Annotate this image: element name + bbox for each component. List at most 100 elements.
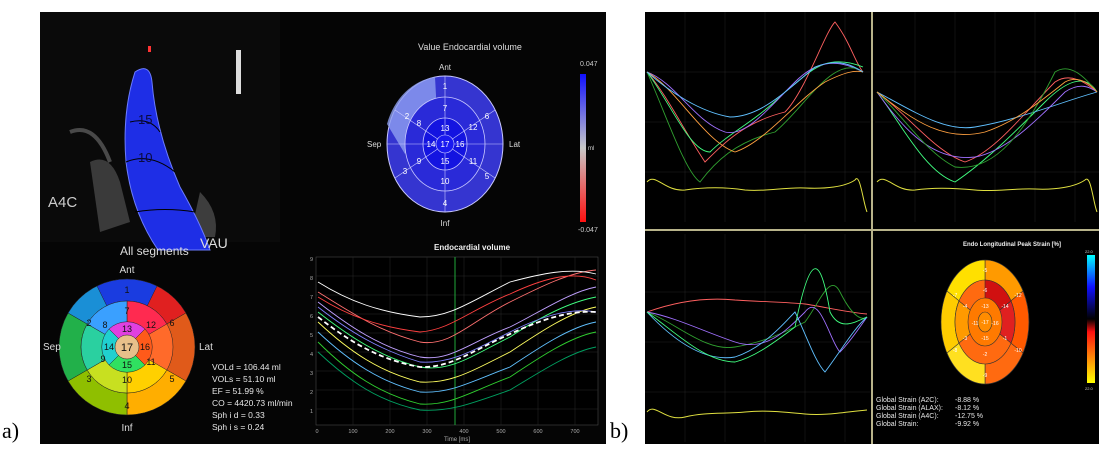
svg-text:7: 7 xyxy=(443,104,448,113)
svg-text:15: 15 xyxy=(138,112,152,127)
svg-text:Global Strain (A4C):: Global Strain (A4C): xyxy=(876,413,939,420)
svg-text:3: 3 xyxy=(310,371,313,377)
svg-text:15: 15 xyxy=(122,360,132,370)
svg-text:Time [ms]: Time [ms] xyxy=(444,437,470,443)
svg-text:6: 6 xyxy=(310,314,313,320)
svg-text:2: 2 xyxy=(310,390,313,396)
svg-text:600: 600 xyxy=(533,429,542,435)
svg-text:3: 3 xyxy=(403,167,408,176)
svg-text:4: 4 xyxy=(443,199,448,208)
svg-text:3: 3 xyxy=(86,374,91,384)
svg-text:10: 10 xyxy=(122,375,132,385)
svg-text:2: 2 xyxy=(86,318,91,328)
svg-text:Ant: Ant xyxy=(119,265,134,276)
svg-text:-6: -6 xyxy=(983,288,988,294)
svg-text:-8.12 %: -8.12 % xyxy=(955,405,979,412)
svg-text:-10: -10 xyxy=(1014,348,1021,354)
svg-text:8: 8 xyxy=(310,276,313,282)
svg-text:22.0: 22.0 xyxy=(1085,386,1094,391)
svg-text:8: 8 xyxy=(417,119,422,128)
svg-text:-0.047: -0.047 xyxy=(578,227,598,234)
panel-b-strain-curves: Endo Longitudinal Peak Strain [%] -5 -7 … xyxy=(645,12,1099,444)
svg-text:-12: -12 xyxy=(1014,293,1021,299)
strain-curves-alax xyxy=(875,12,1099,222)
value-endocardial-bullseye: 1 2 3 4 5 6 7 8 9 10 11 12 13 14 15 16 1… xyxy=(367,63,521,228)
strain-bullseye: -5 -7 -8 -9 -10 -12 -6 -4 -3 -2 -1 -14 -… xyxy=(940,259,1030,385)
svg-text:14: 14 xyxy=(427,140,436,149)
strain-bullseye-panel: Endo Longitudinal Peak Strain [%] -5 -7 … xyxy=(876,242,1095,428)
svg-text:ml: ml xyxy=(588,146,594,152)
figure-label-a: a) xyxy=(2,418,20,443)
svg-text:-17: -17 xyxy=(981,320,988,326)
svg-text:0: 0 xyxy=(315,429,318,435)
svg-text:13: 13 xyxy=(122,324,132,334)
svg-text:-8.88 %: -8.88 % xyxy=(955,397,979,404)
svg-text:4: 4 xyxy=(310,352,313,358)
svg-text:16: 16 xyxy=(456,140,465,149)
all-segments-bullseye: 1 2 3 4 5 6 7 8 9 10 11 12 13 14 15 16 1… xyxy=(43,265,213,434)
svg-text:17: 17 xyxy=(441,140,450,149)
svg-text:7: 7 xyxy=(310,295,313,301)
svg-text:11: 11 xyxy=(146,357,155,367)
svg-text:Lat: Lat xyxy=(509,140,521,149)
svg-text:Lat: Lat xyxy=(199,342,213,353)
svg-text:10: 10 xyxy=(441,177,450,186)
svg-text:1: 1 xyxy=(310,409,313,415)
svg-text:-9.92 %: -9.92 % xyxy=(955,421,979,428)
svg-text:300: 300 xyxy=(422,429,431,435)
value-colorbar xyxy=(580,74,586,222)
svg-text:Sep: Sep xyxy=(367,140,382,149)
svg-text:-4: -4 xyxy=(963,304,968,310)
svg-text:Sep: Sep xyxy=(43,342,61,353)
svg-text:4: 4 xyxy=(124,401,129,411)
svg-text:15: 15 xyxy=(441,157,450,166)
svg-text:-7: -7 xyxy=(953,293,958,299)
value-map-title: Value Endocardial volume xyxy=(418,42,522,52)
svg-text:-1: -1 xyxy=(1003,336,1008,342)
bottom-cut-text: VAU xyxy=(200,235,228,251)
svg-text:5: 5 xyxy=(310,333,313,339)
svg-text:-16: -16 xyxy=(991,321,998,327)
svg-text:11: 11 xyxy=(469,157,478,166)
svg-text:9: 9 xyxy=(417,157,422,166)
svg-text:2: 2 xyxy=(405,112,410,121)
svg-text:6: 6 xyxy=(169,318,174,328)
svg-text:5: 5 xyxy=(169,374,174,384)
svg-text:Global Strain (ALAX):: Global Strain (ALAX): xyxy=(876,405,943,412)
svg-text:CO = 4420.73 ml/min: CO = 4420.73 ml/min xyxy=(212,398,293,408)
svg-text:-2: -2 xyxy=(983,352,988,358)
svg-text:-3: -3 xyxy=(963,336,968,342)
svg-text:-11: -11 xyxy=(972,321,979,327)
svg-text:200: 200 xyxy=(385,429,394,435)
svg-text:0.047: 0.047 xyxy=(580,61,598,68)
svg-text:14: 14 xyxy=(104,342,114,352)
volume-metrics: VOLd = 106.44 ml VOLs = 51.10 ml EF = 51… xyxy=(212,362,293,432)
svg-text:-13: -13 xyxy=(981,304,988,310)
svg-text:-5: -5 xyxy=(983,268,988,274)
svg-text:22.0: 22.0 xyxy=(1085,249,1094,254)
view-label: A4C xyxy=(48,194,77,211)
svg-text:Inf: Inf xyxy=(441,219,451,228)
svg-text:7: 7 xyxy=(124,306,129,316)
svg-text:16: 16 xyxy=(140,342,150,352)
svg-text:700: 700 xyxy=(570,429,579,435)
svg-text:8: 8 xyxy=(102,320,107,330)
figure-label-b: b) xyxy=(610,418,629,443)
panel-b-canvas: Endo Longitudinal Peak Strain [%] -5 -7 … xyxy=(645,12,1099,444)
svg-text:-15: -15 xyxy=(981,336,988,342)
panel-a-4d-lv-analysis: 15 10 A4C VAU All segments xyxy=(40,12,606,444)
strain-colorbar xyxy=(1087,255,1095,383)
svg-text:9: 9 xyxy=(100,354,105,364)
svg-text:VOLs = 51.10 ml: VOLs = 51.10 ml xyxy=(212,374,276,384)
svg-text:500: 500 xyxy=(496,429,505,435)
svg-text:Inf: Inf xyxy=(121,423,132,434)
svg-text:1: 1 xyxy=(443,82,448,91)
strain-map-title: Endo Longitudinal Peak Strain [%] xyxy=(963,242,1061,248)
all-segments-title: All segments xyxy=(120,244,189,258)
strain-curves-a2c xyxy=(645,12,870,222)
strain-curves-a4c xyxy=(645,234,870,442)
volume-chart: 0 100 200 300 400 500 600 700 9 8 7 6 5 … xyxy=(310,256,599,443)
svg-text:5: 5 xyxy=(485,172,490,181)
svg-text:17: 17 xyxy=(121,342,133,354)
svg-text:VOLd = 106.44 ml: VOLd = 106.44 ml xyxy=(212,362,281,372)
